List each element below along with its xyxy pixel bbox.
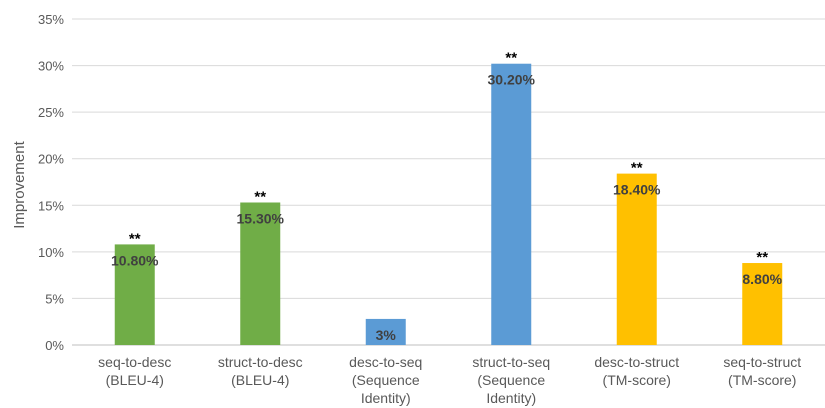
x-category-label: Identity) bbox=[361, 390, 411, 406]
bar bbox=[742, 263, 783, 345]
y-tick-label: 25% bbox=[38, 105, 64, 120]
gridlines bbox=[72, 18, 825, 346]
y-tick-label: 30% bbox=[38, 59, 64, 74]
significance-marker: ** bbox=[129, 230, 141, 247]
significance-marker: ** bbox=[756, 249, 768, 266]
data-label: 18.40% bbox=[613, 182, 661, 198]
bar bbox=[616, 173, 657, 345]
x-category-label: (Sequence bbox=[352, 372, 420, 388]
x-category-label: seq-to-desc bbox=[98, 354, 171, 370]
significance-marker: ** bbox=[254, 188, 266, 205]
data-label: 3% bbox=[376, 327, 397, 343]
bar bbox=[491, 63, 532, 346]
data-label: 8.80% bbox=[742, 271, 782, 287]
x-category-label: Identity) bbox=[486, 390, 536, 406]
x-category-label: (TM-score) bbox=[728, 372, 796, 388]
y-tick-label: 10% bbox=[38, 245, 64, 260]
y-tick-label: 35% bbox=[38, 12, 64, 27]
significance-marker: ** bbox=[505, 50, 517, 67]
data-label: 15.30% bbox=[237, 210, 285, 226]
bar bbox=[365, 318, 406, 345]
x-axis-categories: seq-to-desc (BLEU-4) struct-to-desc (BLEU-4… bbox=[98, 354, 801, 406]
x-category-label: (BLEU-4) bbox=[106, 372, 164, 388]
x-category-label: (BLEU-4) bbox=[231, 372, 289, 388]
data-label: 10.80% bbox=[111, 252, 159, 268]
x-category-label: seq-to-struct bbox=[723, 354, 801, 370]
significance-markers: ** ** ** ** ** bbox=[129, 50, 768, 266]
x-category-label: (Sequence bbox=[477, 372, 545, 388]
x-category-label: struct-to-desc bbox=[218, 354, 303, 370]
y-tick-label: 20% bbox=[38, 152, 64, 167]
bar bbox=[240, 202, 281, 345]
y-axis-label: Improvement bbox=[11, 140, 28, 228]
y-tick-label: 15% bbox=[38, 198, 64, 213]
bars bbox=[114, 63, 783, 346]
bar bbox=[114, 244, 155, 345]
y-tick-label: 5% bbox=[45, 291, 64, 306]
data-label: 30.20% bbox=[488, 72, 536, 88]
x-category-label: (TM-score) bbox=[603, 372, 671, 388]
x-category-label: desc-to-struct bbox=[594, 354, 679, 370]
x-category-label: desc-to-seq bbox=[349, 354, 422, 370]
significance-marker: ** bbox=[631, 160, 643, 177]
x-category-label: struct-to-seq bbox=[472, 354, 550, 370]
y-axis-ticks: 0% 5% 10% 15% 20% 25% 30% 35% bbox=[38, 12, 64, 353]
y-tick-label: 0% bbox=[45, 338, 64, 353]
data-labels: 10.80% 15.30% 3% 30.20% 18.40% 8.80% bbox=[111, 72, 783, 343]
